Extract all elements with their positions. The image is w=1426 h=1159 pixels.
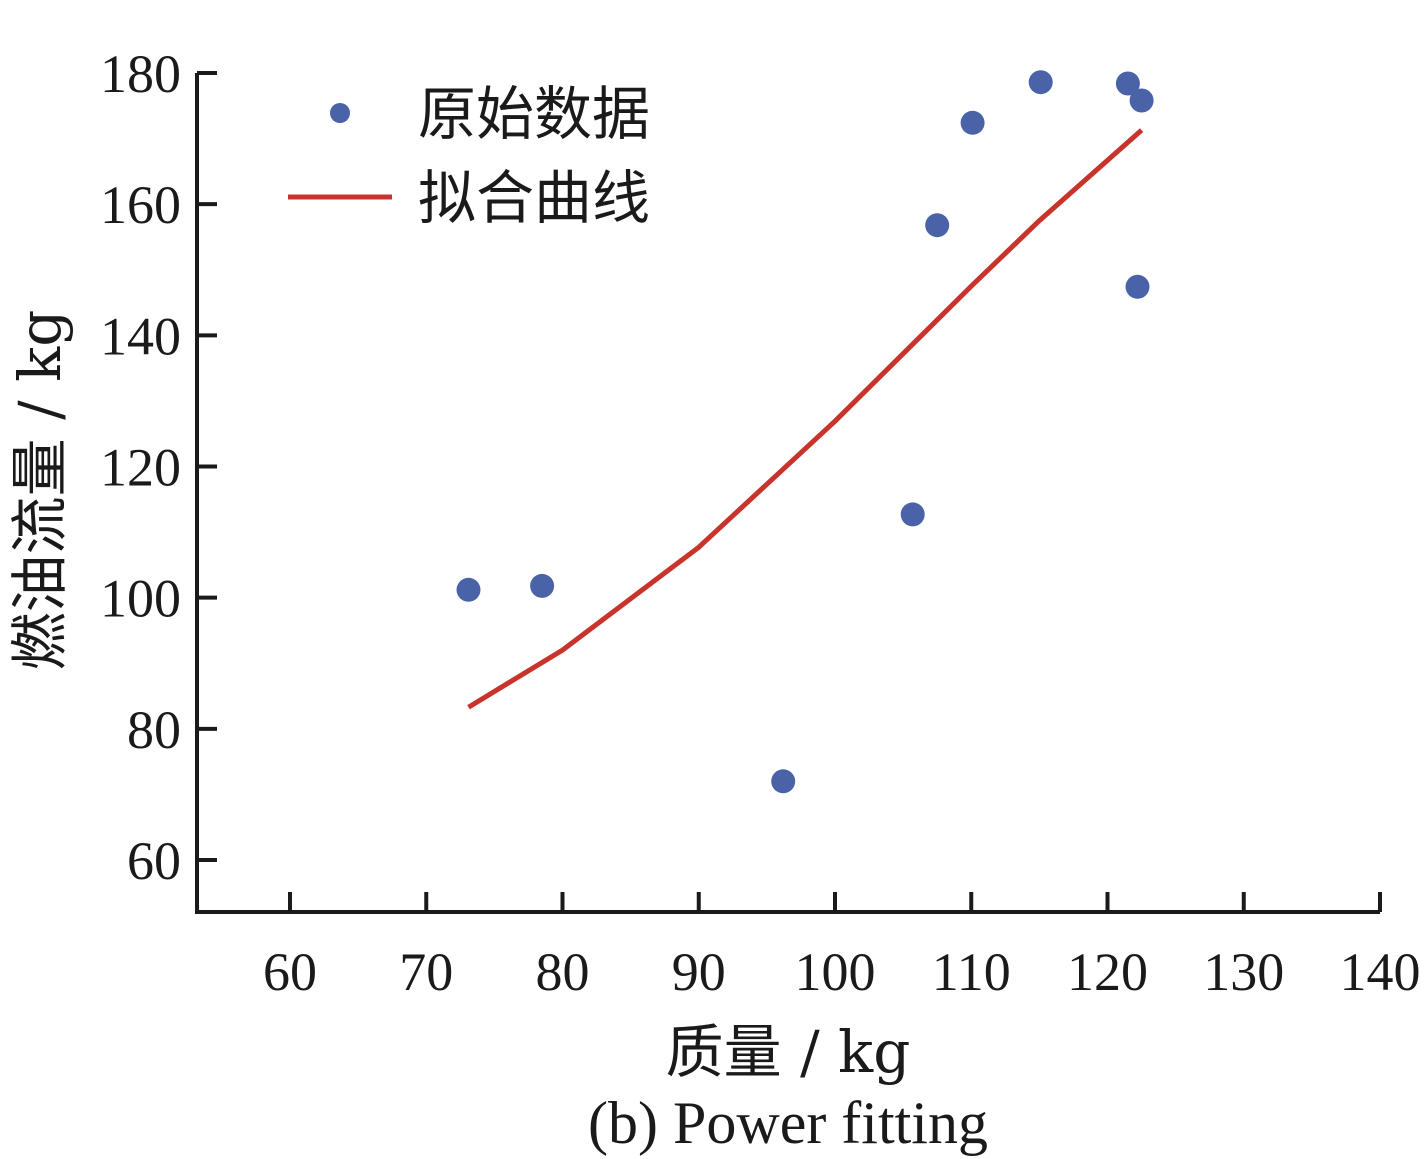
y-tick-label: 180	[100, 44, 181, 104]
x-tick-label: 80	[536, 942, 590, 1002]
x-tick-label: 140	[1340, 942, 1421, 1002]
y-tick-label: 100	[100, 569, 181, 629]
y-tick-label: 120	[100, 438, 181, 498]
x-tick-label: 100	[795, 942, 876, 1002]
x-axis-title: 质量 / kg	[666, 1018, 911, 1086]
y-axis-title: 燃油流量 / kg	[6, 310, 74, 671]
data-point	[960, 110, 985, 135]
legend-label: 原始数据	[418, 80, 650, 148]
data-point	[1129, 88, 1154, 113]
x-tick-label: 110	[932, 942, 1011, 1002]
y-tick-label: 80	[127, 700, 181, 760]
y-tick-label: 160	[100, 175, 181, 235]
legend-marker-scatter	[330, 103, 350, 123]
x-tick-label: 90	[672, 942, 726, 1002]
data-point	[900, 502, 925, 527]
legend-label: 拟合曲线	[418, 164, 650, 232]
axes: 60 80 100 120 140 160 180 60 70 80 90 100 110 120 130 1…	[100, 44, 1421, 1002]
data-point	[925, 213, 950, 238]
data-point	[1115, 71, 1140, 96]
series-group	[456, 70, 1154, 794]
fit-line	[467, 128, 1144, 710]
x-tick-label: 130	[1203, 942, 1284, 1002]
data-point	[1028, 70, 1053, 95]
x-tick-label: 60	[263, 942, 317, 1002]
x-tick-label: 120	[1067, 942, 1148, 1002]
data-point	[456, 577, 481, 602]
x-tick-label: 70	[399, 942, 453, 1002]
data-point	[1125, 274, 1150, 299]
y-tick-label: 140	[100, 306, 181, 366]
y-tick-label: 60	[127, 831, 181, 891]
data-point	[771, 769, 796, 794]
figure-caption: (b) Power fitting	[588, 1090, 988, 1156]
data-point	[530, 573, 555, 598]
